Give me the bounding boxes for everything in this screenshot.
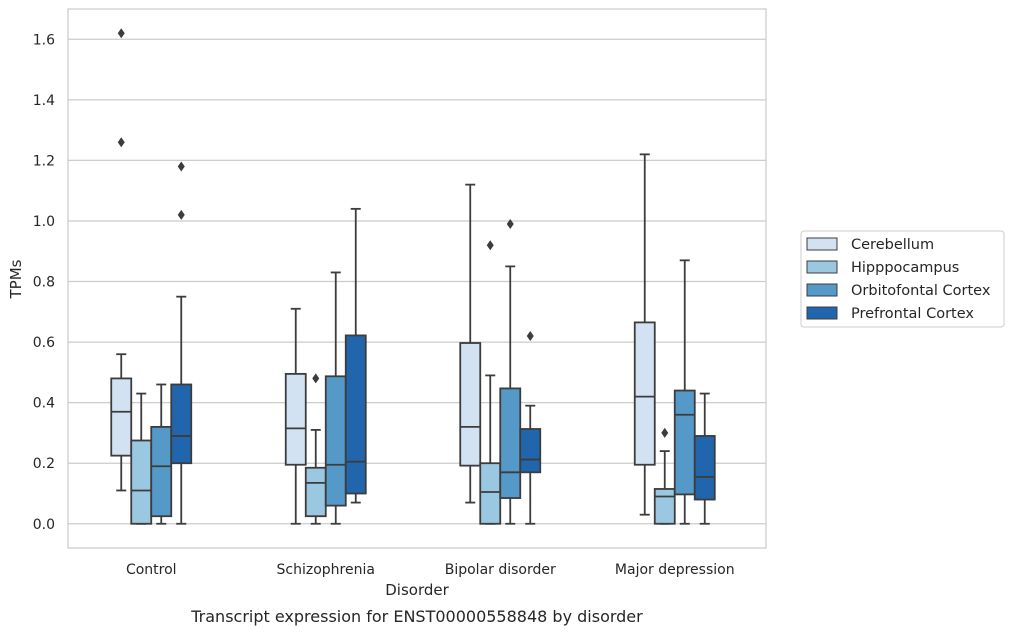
legend-frame [800,230,1005,328]
legend-item: Orbitofontal Cortex [806,283,991,299]
y-tick-label: 0.4 [33,396,55,412]
outlier-point [486,240,494,251]
x-tick-labels: Control Schizophrenia Bipolar disorder Majo… [126,562,735,578]
box-body [519,428,542,474]
box-hipppocampus [653,427,676,525]
legend-label: Cerebellum [851,237,934,253]
box-body [324,375,347,507]
legend-swatch [806,260,838,274]
box-body [653,488,676,525]
box-orbitofontal-cortex [324,271,347,525]
outlier-point [312,373,320,384]
x-axis-label: Disorder [385,581,449,599]
box-cerebellum [633,153,656,516]
legend-label: Orbitofontal Cortex [851,283,991,299]
box-orbitofontal-cortex [150,383,173,525]
box-prefrontal-cortex [170,161,193,525]
legend-swatch [806,237,838,251]
legend-swatch [806,306,838,320]
y-tick-label: 0.6 [33,335,55,351]
box-body [130,439,153,525]
plot-frame [67,8,767,549]
box-body [693,435,716,501]
y-tick-label: 0.8 [33,275,55,291]
box-hipppocampus [130,392,153,525]
box-body [344,334,367,495]
y-tick-label: 0.0 [33,517,55,533]
box-cerebellum [284,307,307,525]
legend-label: Hipppocampus [851,260,959,276]
legend-item: Cerebellum [806,237,934,253]
box-body [499,387,522,499]
box-cerebellum [459,183,482,504]
x-tick-label: Major depression [615,562,735,578]
legend-swatch [806,283,838,297]
outlier-point [526,331,534,342]
y-tick-label: 1.2 [33,153,55,169]
y-tick-label: 1.6 [33,32,55,48]
outlier-point [177,161,185,172]
outlier-point [506,218,514,229]
box-body [459,342,482,467]
box-cerebellum [110,28,133,492]
box-series [110,28,716,525]
y-tick-label: 0.2 [33,456,55,472]
y-tick-label: 1.4 [33,93,55,109]
x-tick-label: Control [126,562,177,578]
box-body [673,389,696,496]
y-axis-label: TPMs [7,259,25,299]
box-prefrontal-cortex [344,207,367,504]
box-body [110,377,133,457]
outlier-point [177,209,185,220]
chart-caption: Transcript expression for ENST0000055884… [190,607,643,626]
x-tick-label: Schizophrenia [277,562,375,578]
x-tick-label: Bipolar disorder [445,562,556,578]
box-prefrontal-cortex [519,331,542,525]
legend-item: Prefrontal Cortex [806,306,974,322]
legend-label: Prefrontal Cortex [851,306,974,322]
box-body [633,321,656,466]
box-body [284,372,307,466]
legend-item: Hipppocampus [806,260,959,276]
box-body [150,425,173,518]
legend: Cerebellum Hipppocampus Orbitofontal Corte… [800,230,1005,328]
outlier-point [117,137,125,148]
y-tick-labels: 0.0 0.2 0.4 0.6 0.8 1.0 1.2 1.4 1.6 [33,32,55,532]
outlier-point [661,427,669,438]
box-body [479,462,502,525]
outlier-point [117,28,125,39]
y-tick-label: 1.0 [33,214,55,230]
box-prefrontal-cortex [693,392,716,525]
box-body [170,383,193,465]
box-hipppocampus [304,373,327,525]
plot-background [68,9,766,548]
box-body [304,466,327,518]
